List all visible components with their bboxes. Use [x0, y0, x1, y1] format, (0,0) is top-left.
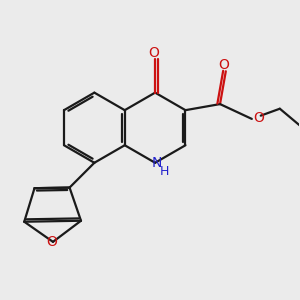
Text: N: N: [152, 156, 162, 170]
Text: O: O: [148, 46, 159, 60]
Text: O: O: [46, 236, 57, 249]
Text: H: H: [160, 165, 169, 178]
Text: O: O: [218, 58, 229, 72]
Text: O: O: [253, 111, 264, 125]
